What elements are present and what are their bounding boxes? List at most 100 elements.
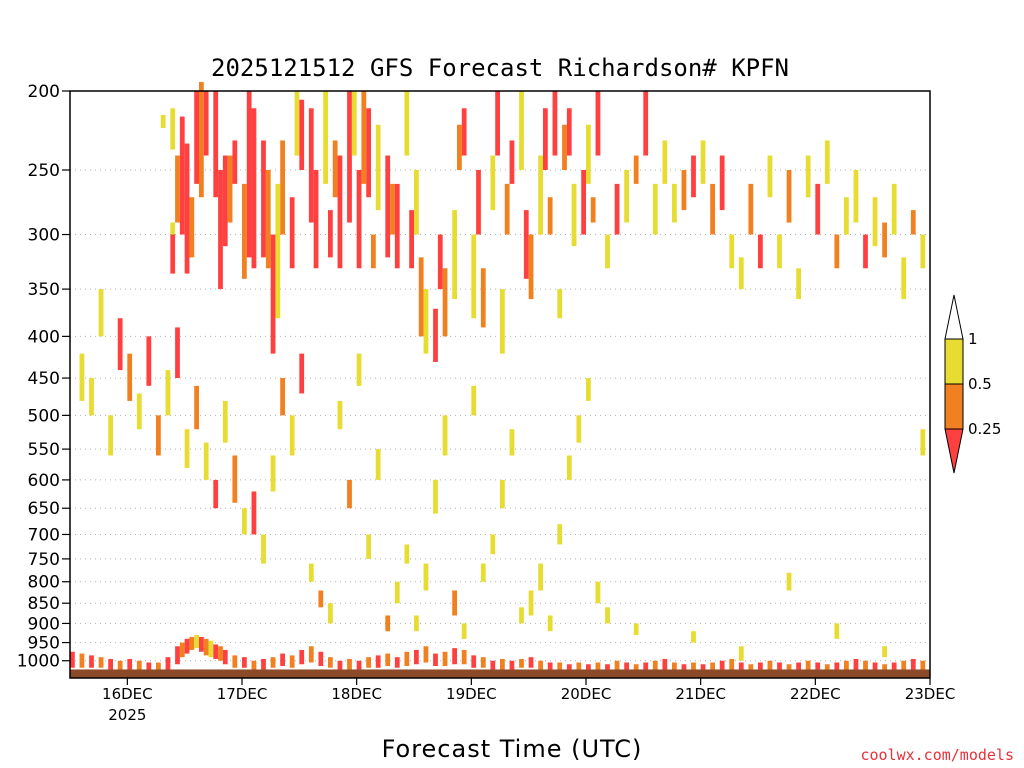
ri-cell-1 [170,108,176,150]
ri-cell-176 [89,655,94,668]
ri-cell-69 [557,289,563,319]
ri-cell-76 [595,91,601,156]
ri-cell-181 [136,660,142,670]
ri-cell-90 [729,234,735,269]
ri-cell-35 [356,169,362,269]
ri-cell-45 [414,169,419,235]
y-tick-label-450: 450 [28,369,60,389]
ri-cell-23 [280,140,285,235]
ri-cell-39 [375,124,381,211]
ri-cell-56 [480,268,486,328]
ri-cell-3 [175,155,180,223]
ri-cell-198 [251,660,257,670]
ri-cell-4 [170,234,176,274]
credit-text: coolwx.com/models [860,746,1014,764]
ri-cell-131 [270,455,276,492]
ri-cell-25 [294,91,300,156]
ri-cell-104 [863,234,868,269]
ri-cell-230 [557,662,563,670]
ri-cell-209 [356,660,362,670]
ri-cell-46 [418,257,424,337]
ri-cell-159 [538,563,543,591]
colorbar-bottom-arrow [944,428,964,474]
ri-cell-169 [738,646,744,661]
ri-cell-151 [461,623,467,639]
ri-cell-156 [509,429,515,456]
x-tick-sublabel: 2025 [108,706,146,724]
ri-cell-248 [729,658,735,670]
ri-cell-9 [199,82,204,198]
ri-cell-64 [528,234,534,300]
ri-cell-97 [796,268,801,300]
ri-cell-160 [547,615,553,632]
ri-cell-121 [175,327,180,379]
ri-cell-173 [920,429,926,456]
ri-cell-105 [872,197,878,247]
richardson-cells [70,82,926,670]
ri-cell-252 [767,660,773,670]
ri-cell-154 [490,534,496,555]
ri-cell-223 [490,660,496,670]
ri-cell-17 [246,91,252,258]
ri-cell-98 [805,155,811,198]
ri-cell-180 [127,658,133,670]
ri-cell-189 [194,635,199,649]
ri-cell-237 [624,662,629,670]
ri-cell-75 [590,197,596,223]
ri-cell-14 [227,155,233,223]
y-tick-label-900: 900 [28,614,60,634]
ri-cell-206 [328,657,333,668]
ri-cell-203 [299,649,305,665]
ri-cell-201 [280,653,285,666]
ri-cell-108 [901,257,907,300]
ri-cell-157 [519,607,524,624]
ri-cell-215 [414,649,419,665]
ri-cell-208 [347,658,352,670]
ri-cell-158 [528,590,534,616]
ri-cell-232 [576,662,582,670]
ri-cell-261 [853,658,859,670]
ri-cell-47 [423,289,429,354]
ri-cell-187 [184,638,190,654]
ri-cell-19 [261,140,266,258]
ri-cell-214 [404,651,410,666]
ri-cell-251 [758,662,763,670]
ri-cell-155 [500,479,505,509]
ground-band [70,669,930,678]
ri-cell-54 [471,234,477,319]
ri-cell-66 [543,108,548,170]
ri-cell-257 [815,662,821,670]
ri-cell-142 [375,449,381,480]
ri-cell-265 [891,662,897,670]
legend-label-1: 1 [968,330,978,348]
ri-cell-130 [261,534,266,564]
ri-cell-193 [213,644,219,659]
ri-cell-262 [863,660,868,670]
ri-cell-94 [767,155,773,198]
ri-cell-119 [156,415,161,456]
ri-cell-72 [571,183,577,247]
x-tick-label-18DEC: 18DEC [331,685,382,703]
ri-cell-144 [394,581,400,604]
x-axis-label: Forecast Time (UTC) [382,735,643,763]
ri-cell-220 [461,649,467,665]
ri-cell-78 [614,183,620,235]
y-tick-label-300: 300 [28,226,60,246]
ri-cell-134 [299,353,305,394]
ri-cell-235 [605,664,610,670]
ri-cell-118 [146,336,152,386]
ri-cell-234 [595,662,601,670]
ri-cell-61 [509,140,515,184]
colorbar-band-orange [944,383,964,430]
ri-cell-43 [404,91,410,156]
ri-cell-26 [299,99,305,170]
chart-title: 2025121512 GFS Forecast Richardson# KPFN [211,54,789,82]
ri-cell-222 [480,657,486,668]
ri-cell-12 [218,169,223,290]
ri-cell-194 [218,646,223,661]
ri-cell-100 [824,140,830,184]
ri-cell-88 [710,183,715,235]
ri-cell-145 [404,544,410,564]
ri-cell-178 [108,658,113,670]
